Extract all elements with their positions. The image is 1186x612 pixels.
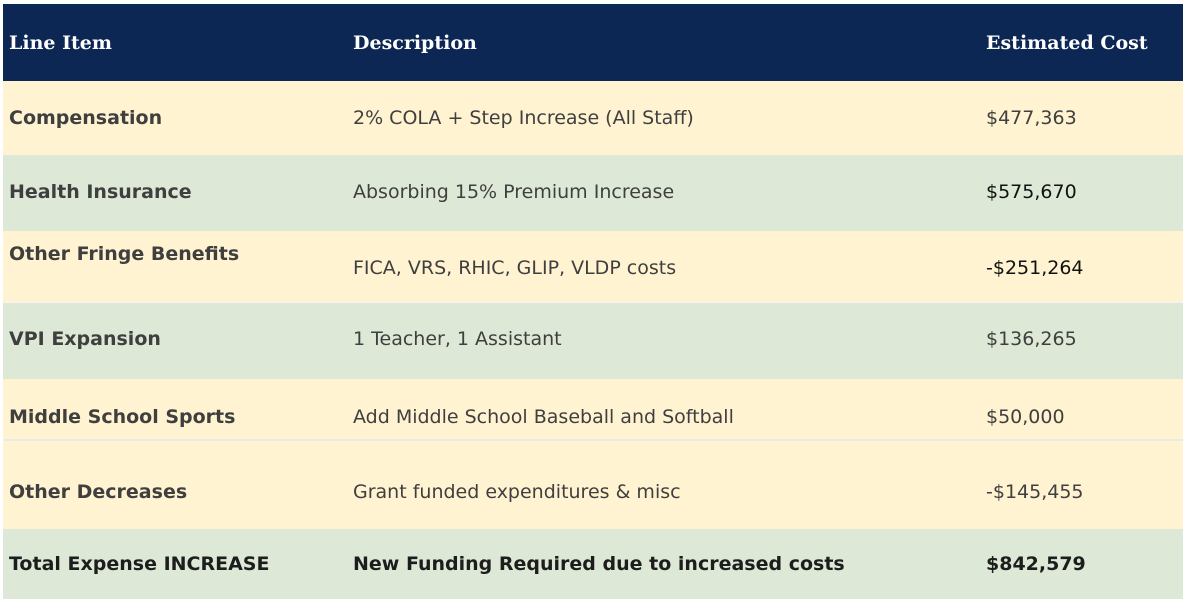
- row-line-item: Other Fringe Benefits: [9, 243, 240, 265]
- row-cost: $477,363: [986, 107, 1077, 129]
- row-line-item: Compensation: [9, 107, 163, 129]
- total-cost: $842,579: [986, 553, 1086, 575]
- table-total-row: Total Expense INCREASE New Funding Requi…: [3, 529, 1183, 599]
- table-row: Other Fringe Benefits FICA, VRS, RHIC, G…: [3, 231, 1183, 301]
- row-description: FICA, VRS, RHIC, GLIP, VLDP costs: [353, 257, 677, 279]
- header-line-item: Line Item: [9, 32, 112, 54]
- row-description: Grant funded expenditures & misc: [353, 481, 681, 503]
- row-divider: [3, 439, 1183, 441]
- row-description: Add Middle School Baseball and Softball: [353, 406, 734, 428]
- row-line-item: VPI Expansion: [9, 328, 161, 350]
- table-row: VPI Expansion 1 Teacher, 1 Assistant $13…: [3, 303, 1183, 379]
- row-line-item: Other Decreases: [9, 481, 188, 503]
- header-estimated-cost: Estimated Cost: [986, 32, 1148, 54]
- total-line-item: Total Expense INCREASE: [9, 553, 270, 575]
- total-description: New Funding Required due to increased co…: [353, 553, 845, 575]
- header-description: Description: [353, 32, 477, 54]
- table-header: Line Item Description Estimated Cost: [3, 4, 1183, 81]
- table-row: Compensation 2% COLA + Step Increase (Al…: [3, 81, 1183, 155]
- row-description: 1 Teacher, 1 Assistant: [353, 328, 562, 350]
- row-description: Absorbing 15% Premium Increase: [353, 181, 675, 203]
- row-description: 2% COLA + Step Increase (All Staff): [353, 107, 694, 129]
- row-cost: $575,670: [986, 181, 1077, 203]
- budget-table: Line Item Description Estimated Cost Com…: [3, 4, 1183, 599]
- row-line-item: Middle School Sports: [9, 406, 236, 428]
- table-row: Middle School Sports Add Middle School B…: [3, 379, 1183, 439]
- row-cost: $136,265: [986, 328, 1077, 350]
- row-cost: $50,000: [986, 406, 1065, 428]
- row-divider: [3, 301, 1183, 303]
- row-cost: -$251,264: [986, 257, 1084, 279]
- row-cost: -$145,455: [986, 481, 1084, 503]
- table-row: Health Insurance Absorbing 15% Premium I…: [3, 155, 1183, 231]
- row-line-item: Health Insurance: [9, 181, 192, 203]
- table-row: Other Decreases Grant funded expenditure…: [3, 441, 1183, 529]
